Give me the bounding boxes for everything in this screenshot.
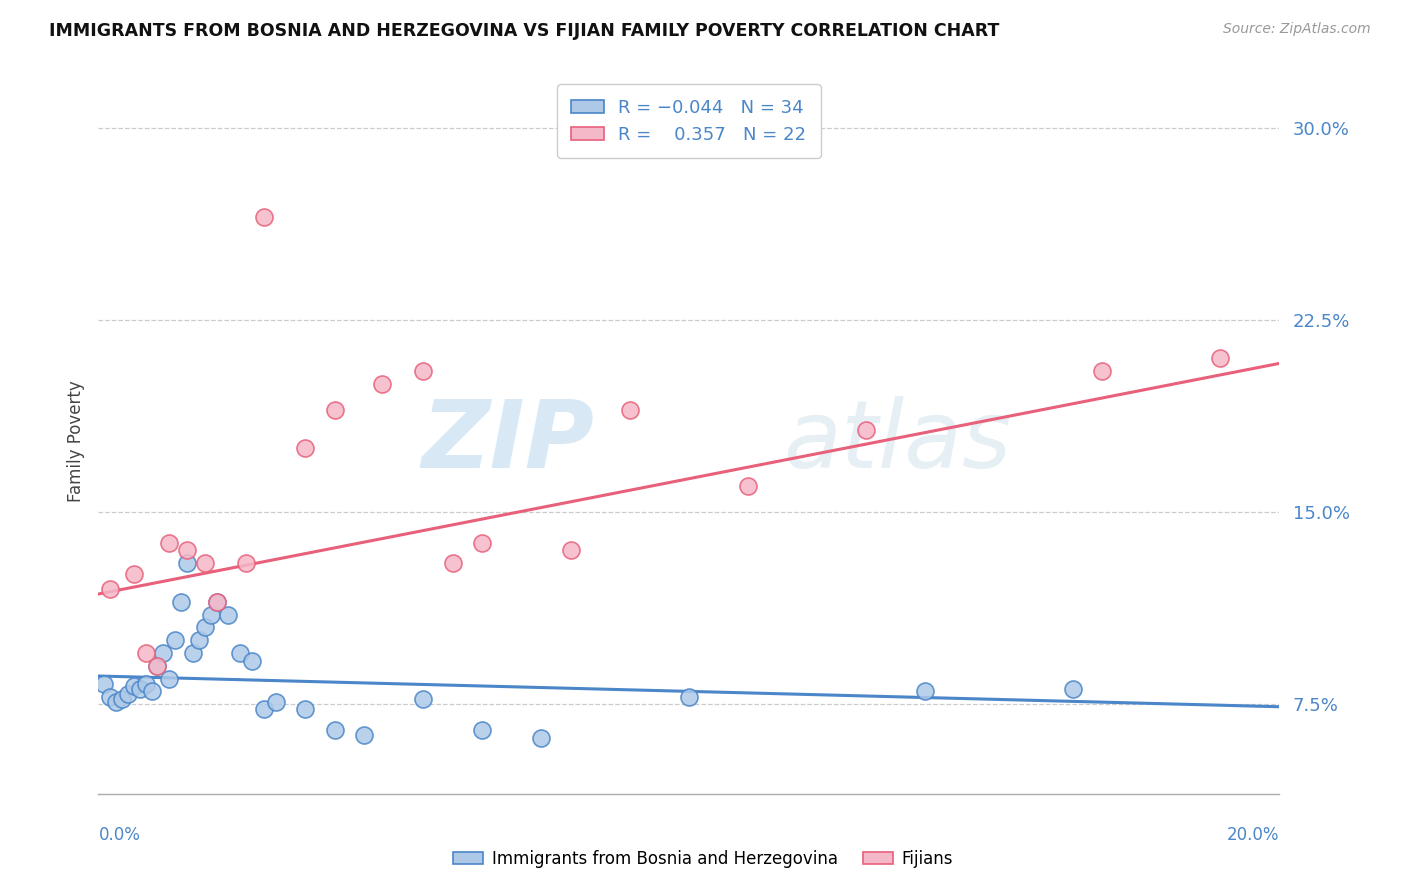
Text: ZIP: ZIP (422, 395, 595, 488)
Point (229, 646, 252, 660)
Point (194, 556, 217, 570)
Point (205, 595, 228, 609)
Point (678, 690, 700, 704)
Point (737, 479, 759, 493)
Point (323, 723, 346, 737)
Point (146, 658, 169, 673)
Point (176, 543, 198, 558)
Point (98, 582, 121, 596)
Point (200, 607, 222, 622)
Point (353, 728, 375, 742)
Point (205, 595, 228, 609)
Point (1091, 364, 1114, 378)
Point (471, 723, 494, 737)
Point (105, 695, 128, 709)
Point (323, 402, 346, 417)
Point (855, 423, 877, 437)
Text: IMMIGRANTS FROM BOSNIA AND HERZEGOVINA VS FIJIAN FAMILY POVERTY CORRELATION CHAR: IMMIGRANTS FROM BOSNIA AND HERZEGOVINA V… (49, 22, 1000, 40)
Point (253, 211, 276, 225)
Point (152, 646, 174, 660)
Point (135, 676, 157, 690)
Point (412, 364, 434, 378)
Point (560, 543, 582, 558)
Point (235, 556, 257, 570)
Point (441, 556, 464, 570)
Point (264, 695, 287, 709)
Point (530, 731, 553, 745)
Point (98, 690, 121, 704)
Point (122, 566, 145, 581)
Point (240, 654, 263, 668)
Point (135, 646, 157, 660)
Point (93, 676, 115, 690)
Point (157, 672, 180, 686)
Point (371, 376, 394, 391)
Point (170, 595, 193, 609)
Point (187, 633, 209, 648)
Point (122, 679, 145, 693)
Point (181, 646, 204, 660)
Point (157, 535, 180, 549)
Point (914, 684, 936, 698)
Legend: R = −0.044   N = 34, R =    0.357   N = 22: R = −0.044 N = 34, R = 0.357 N = 22 (557, 84, 821, 158)
Point (165, 633, 187, 648)
Y-axis label: Family Poverty: Family Poverty (66, 381, 84, 502)
Text: atlas: atlas (783, 396, 1012, 487)
Point (176, 556, 198, 570)
Point (294, 441, 316, 455)
Point (294, 702, 316, 716)
Point (111, 692, 134, 706)
Point (217, 607, 239, 622)
Point (146, 658, 169, 673)
Point (1062, 681, 1084, 696)
Point (194, 620, 217, 634)
Point (412, 692, 434, 706)
Point (117, 687, 139, 701)
Point (128, 681, 150, 696)
Point (1209, 351, 1232, 366)
Text: Source: ZipAtlas.com: Source: ZipAtlas.com (1223, 22, 1371, 37)
Text: 20.0%: 20.0% (1227, 826, 1279, 844)
Legend: Immigrants from Bosnia and Herzegovina, Fijians: Immigrants from Bosnia and Herzegovina, … (447, 844, 959, 875)
Point (253, 702, 276, 716)
Point (619, 402, 641, 417)
Text: 0.0%: 0.0% (98, 826, 141, 844)
Point (471, 535, 494, 549)
Point (141, 684, 163, 698)
